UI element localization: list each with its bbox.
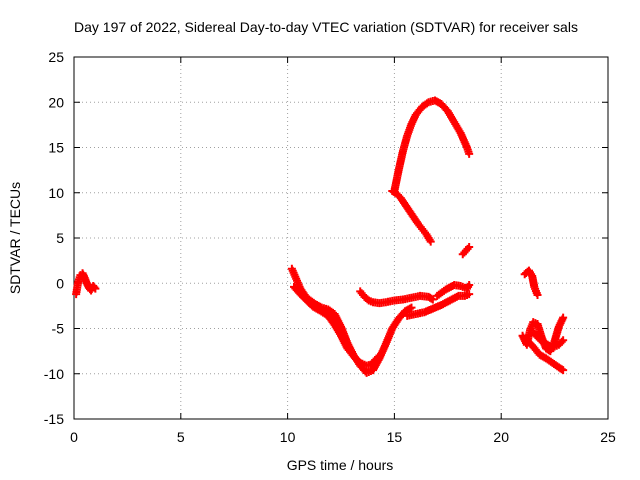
chart-title: Day 197 of 2022, Sidereal Day-to-day VTE…: [74, 19, 578, 35]
grid: [74, 57, 608, 419]
data-point: [407, 303, 416, 312]
data-point: [375, 351, 384, 360]
x-tick-label: 15: [387, 429, 403, 445]
y-tick-label: 10: [48, 185, 64, 201]
y-tick-label: 0: [56, 275, 64, 291]
data-point: [533, 291, 542, 300]
data-point: [559, 366, 568, 375]
data-point: [559, 336, 568, 345]
y-tick-label: -5: [52, 321, 65, 337]
y-tick-label: -10: [44, 366, 64, 382]
data-point: [91, 284, 100, 293]
x-tick-label: 20: [493, 429, 509, 445]
x-axis-title: GPS time / hours: [287, 457, 394, 473]
y-tick-label: 15: [48, 140, 64, 156]
y-tick-label: 20: [48, 94, 64, 110]
data-point: [465, 243, 474, 252]
data-points: [72, 96, 568, 377]
data-point: [465, 281, 474, 290]
data-point: [465, 290, 474, 299]
x-tick-label: 5: [177, 429, 185, 445]
x-tick-label: 0: [70, 429, 78, 445]
data-point: [465, 149, 474, 158]
data-point: [428, 295, 437, 304]
axis-ticks: 0 5 10 15 20 25 -15 -10 -5 0 5 10 15 20 25: [44, 49, 616, 445]
x-tick-label: 10: [280, 429, 296, 445]
y-axis-title: SDTVAR / TECUs: [7, 182, 23, 294]
data-point: [426, 237, 435, 246]
y-tick-label: -15: [44, 411, 64, 427]
data-point: [90, 283, 99, 292]
data-point: [559, 313, 568, 322]
x-tick-label: 25: [600, 429, 616, 445]
data-point: [374, 353, 383, 362]
y-tick-label: 25: [48, 49, 64, 65]
y-tick-label: 5: [56, 230, 64, 246]
data-point: [557, 337, 566, 346]
